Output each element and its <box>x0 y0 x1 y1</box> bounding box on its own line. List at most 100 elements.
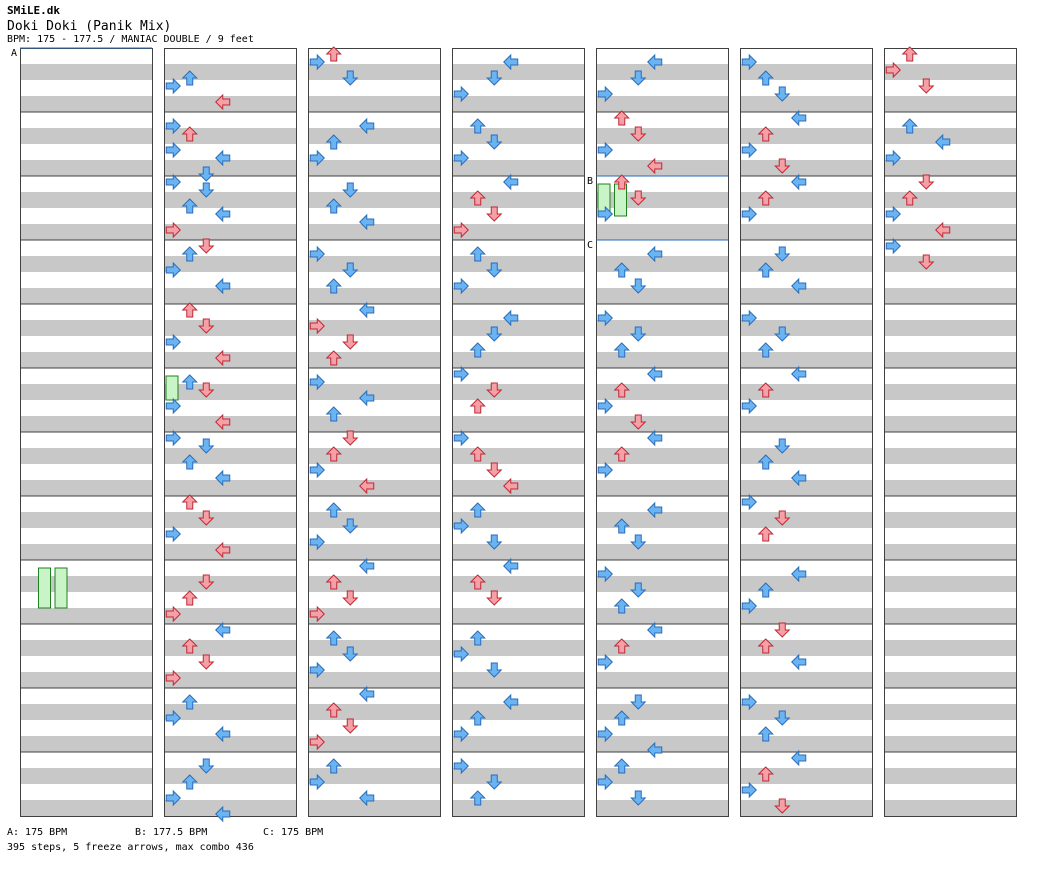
beat-stripe <box>740 800 872 816</box>
beat-stripe <box>164 256 296 272</box>
beat-stripe <box>452 512 584 528</box>
step-arrow <box>309 53 325 71</box>
beat-stripe <box>452 768 584 784</box>
beat-stripe <box>452 224 584 240</box>
step-arrow <box>165 261 181 279</box>
step-arrow <box>181 590 198 606</box>
step-arrow <box>309 149 325 167</box>
beat-stripe <box>452 672 584 688</box>
step-arrow <box>165 333 181 351</box>
step-arrow <box>198 238 215 254</box>
step-arrow <box>630 278 647 294</box>
beat-stripe <box>596 416 728 432</box>
step-arrow <box>181 302 198 318</box>
step-arrow <box>741 493 757 511</box>
beat-stripe <box>452 192 584 208</box>
step-arrow <box>198 510 215 526</box>
step-arrow <box>774 710 791 726</box>
beat-stripe <box>20 160 152 176</box>
step-arrow <box>503 309 519 327</box>
step-arrow <box>165 77 181 95</box>
step-arrow <box>359 557 375 575</box>
beat-stripe <box>452 256 584 272</box>
step-arrow <box>791 749 807 767</box>
step-arrow <box>342 262 359 278</box>
beat-stripe <box>740 544 872 560</box>
step-arrow <box>453 149 469 167</box>
step-arrow <box>359 389 375 407</box>
step-arrow <box>486 590 503 606</box>
step-arrow <box>325 278 342 294</box>
step-arrow <box>342 430 359 446</box>
step-arrow <box>198 318 215 334</box>
step-arrow <box>309 461 325 479</box>
column-border <box>452 48 585 817</box>
step-arrow <box>198 574 215 590</box>
beat-stripe <box>596 256 728 272</box>
step-arrow <box>453 365 469 383</box>
step-arrow <box>165 397 181 415</box>
beat-stripe <box>164 320 296 336</box>
step-arrow <box>309 533 325 551</box>
step-arrow <box>791 469 807 487</box>
beat-stripe <box>20 192 152 208</box>
step-arrow <box>181 70 198 86</box>
step-arrow <box>741 205 757 223</box>
step-arrow <box>215 413 231 431</box>
beat-stripe <box>308 576 440 592</box>
step-arrow <box>325 198 342 214</box>
step-arrow <box>901 190 918 206</box>
beat-stripe <box>884 576 1016 592</box>
beat-stripe <box>884 96 1016 112</box>
step-arrow <box>597 725 613 743</box>
step-arrow <box>165 117 181 135</box>
beat-stripe <box>308 160 440 176</box>
step-arrow <box>325 134 342 150</box>
step-arrow <box>165 605 181 623</box>
step-arrow <box>325 574 342 590</box>
beat-stripe <box>308 640 440 656</box>
step-arrow <box>215 805 231 823</box>
step-arrow <box>741 781 757 799</box>
step-arrow <box>741 309 757 327</box>
beat-stripe <box>596 384 728 400</box>
step-arrow <box>918 174 935 190</box>
step-arrow <box>453 757 469 775</box>
step-arrow <box>613 518 630 534</box>
step-arrow <box>181 198 198 214</box>
beat-stripe <box>20 800 152 816</box>
beat-stripe <box>884 512 1016 528</box>
step-arrow <box>165 525 181 543</box>
beat-stripe <box>596 448 728 464</box>
step-arrow <box>503 477 519 495</box>
step-arrow <box>613 174 630 190</box>
step-arrow <box>935 133 951 151</box>
step-arrow <box>165 141 181 159</box>
step-arrow <box>774 622 791 638</box>
beat-stripe <box>308 672 440 688</box>
step-arrow <box>647 53 663 71</box>
step-arrow <box>774 158 791 174</box>
step-arrow <box>597 461 613 479</box>
beat-stripe <box>596 512 728 528</box>
beat-stripe <box>740 480 872 496</box>
beat-stripe <box>884 480 1016 496</box>
step-arrow <box>486 70 503 86</box>
step-arrow <box>198 758 215 774</box>
step-arrow <box>469 118 486 134</box>
step-arrow <box>359 789 375 807</box>
beat-stripe <box>20 704 152 720</box>
beat-stripe <box>452 128 584 144</box>
step-arrow <box>165 221 181 239</box>
step-arrow <box>630 326 647 342</box>
step-arrow <box>469 342 486 358</box>
step-arrow <box>630 790 647 806</box>
beat-stripe <box>308 448 440 464</box>
beat-stripe <box>20 384 152 400</box>
step-arrow <box>901 118 918 134</box>
beat-stripe <box>740 576 872 592</box>
beat-stripe <box>884 800 1016 816</box>
beat-stripe <box>20 448 152 464</box>
step-arrow <box>647 741 663 759</box>
